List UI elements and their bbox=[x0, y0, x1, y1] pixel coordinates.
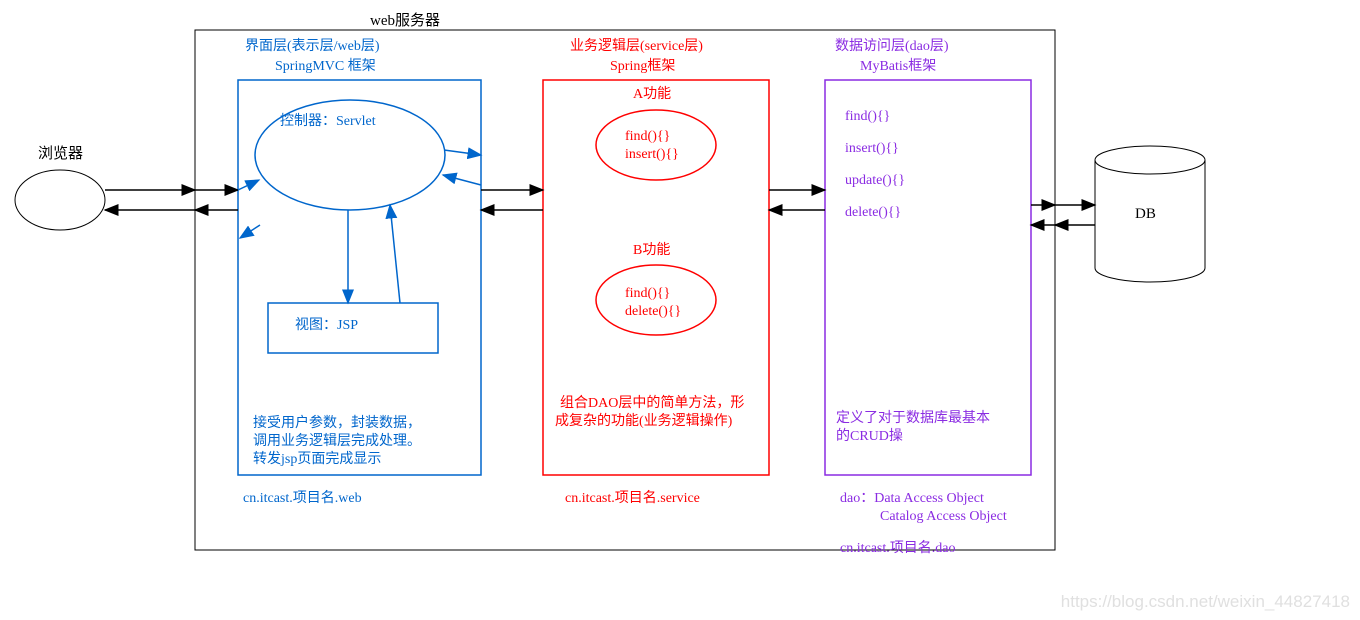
service-title1: 业务逻辑层(service层) bbox=[570, 38, 703, 56]
dao-note2: 的CRUD操 bbox=[836, 428, 903, 446]
feature-b-line2: delete(){} bbox=[625, 303, 681, 321]
dao-title2: MyBatis框架 bbox=[860, 58, 936, 76]
service-note2: 成复杂的功能(业务逻辑操作) bbox=[555, 413, 732, 431]
web-note1: 接受用户参数，封装数据， bbox=[253, 415, 421, 433]
dao-op2: insert(){} bbox=[845, 140, 899, 158]
service-note1: 组合DAO层中的简单方法，形 bbox=[560, 395, 744, 413]
service-pkg: cn.itcast.项目名.service bbox=[565, 490, 700, 508]
dao-sub1: dao：Data Access Object bbox=[840, 490, 984, 508]
db-label: DB bbox=[1135, 205, 1156, 225]
web-note2: 调用业务逻辑层完成处理。 bbox=[253, 433, 421, 451]
watermark: https://blog.csdn.net/weixin_44827418 bbox=[1061, 592, 1350, 612]
dao-op1: find(){} bbox=[845, 108, 890, 126]
web-pkg: cn.itcast.项目名.web bbox=[243, 490, 362, 508]
dao-sub2: Catalog Access Object bbox=[880, 508, 1007, 526]
web-title2: SpringMVC 框架 bbox=[275, 58, 376, 76]
service-title2: Spring框架 bbox=[610, 58, 675, 76]
dao-pkg: cn.itcast.项目名.dao bbox=[840, 540, 955, 558]
web-title1: 界面层(表示层/web层) bbox=[245, 38, 380, 56]
web-note3: 转发jsp页面完成显示 bbox=[253, 451, 381, 469]
feature-a-line2: insert(){} bbox=[625, 146, 679, 164]
dao-op3: update(){} bbox=[845, 172, 905, 190]
dao-note1: 定义了对于数据库最基本 bbox=[836, 410, 990, 428]
jsp-label: 视图：JSP bbox=[295, 317, 358, 335]
dao-op4: delete(){} bbox=[845, 204, 901, 222]
feature-a-line1: find(){} bbox=[625, 128, 670, 146]
feature-b-label: B功能 bbox=[633, 242, 670, 260]
servlet-label: 控制器：Servlet bbox=[280, 113, 376, 131]
browser-label: 浏览器 bbox=[38, 145, 83, 165]
server-title: web服务器 bbox=[370, 12, 440, 32]
browser-ellipse bbox=[15, 170, 105, 230]
feature-b-line1: find(){} bbox=[625, 285, 670, 303]
feature-a-label: A功能 bbox=[633, 86, 671, 104]
dao-title1: 数据访问层(dao层) bbox=[835, 38, 949, 56]
